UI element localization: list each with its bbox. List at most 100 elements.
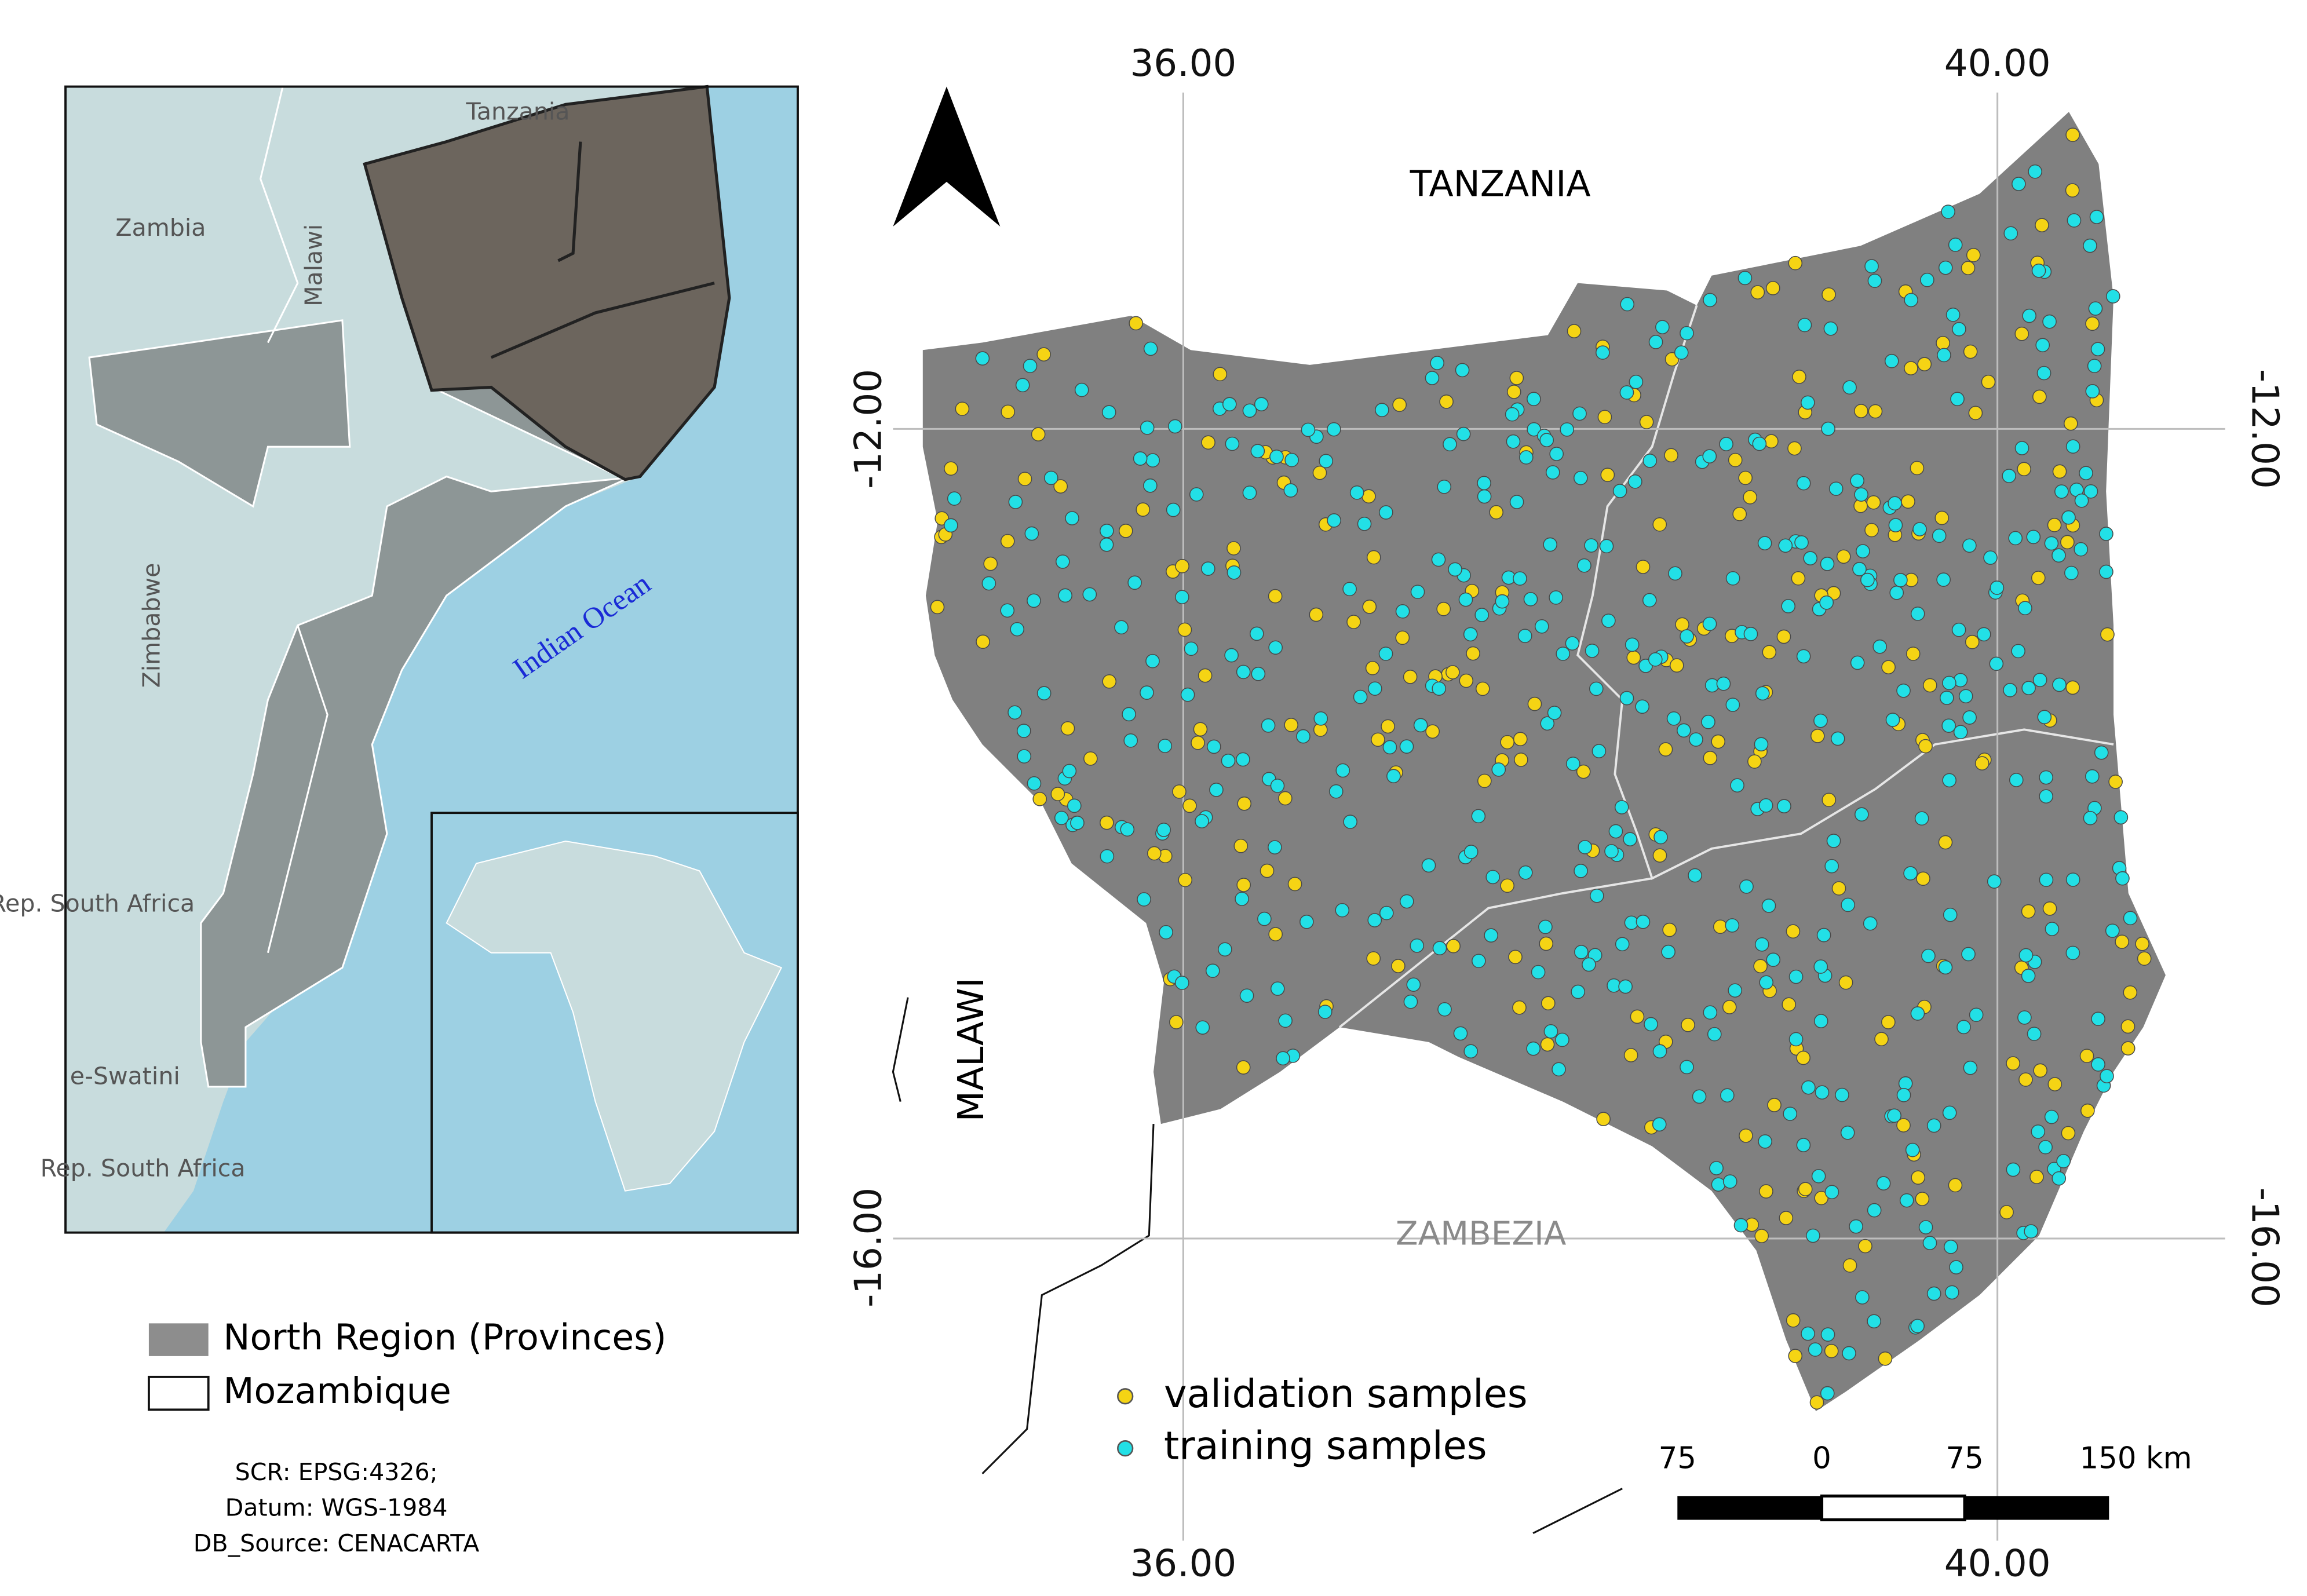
validation-sample <box>1600 468 1615 483</box>
training-sample <box>1759 975 1774 990</box>
training-sample <box>2037 710 2052 725</box>
validation-sample <box>2032 389 2047 404</box>
training-sample <box>1167 419 1182 434</box>
training-sample <box>1648 652 1663 667</box>
validation-sample <box>1236 878 1251 892</box>
training-sample <box>1628 474 1642 489</box>
training-sample <box>2014 441 2029 455</box>
validation-sample <box>1786 924 1801 939</box>
validation-sample <box>1118 524 1133 538</box>
training-sample <box>1506 434 1521 449</box>
training-sample <box>1577 558 1591 573</box>
validation-sample <box>1681 1017 1695 1032</box>
validation-sample <box>2047 518 2062 532</box>
training-sample <box>1027 776 1042 791</box>
training-sample <box>1730 778 1744 792</box>
training-sample <box>1589 681 1604 696</box>
validation-sample <box>1017 472 1032 487</box>
training-sample <box>1653 830 1668 845</box>
training-sample <box>1591 744 1607 758</box>
north-arrow <box>893 86 1001 227</box>
north-region <box>363 85 731 481</box>
inset-frame <box>64 85 799 1234</box>
training-sample <box>1024 526 1039 541</box>
training-sample <box>1484 928 1498 943</box>
training-sample <box>1209 783 1224 797</box>
graticule-label: 40.00 <box>1944 1542 2051 1586</box>
training-sample <box>1236 664 1251 680</box>
validation-sample <box>1182 798 1197 813</box>
training-sample <box>1841 897 1856 912</box>
training-sample <box>1437 1002 1452 1017</box>
validation-sample <box>1791 571 1806 586</box>
training-sample <box>1963 1060 1978 1075</box>
training-sample <box>1485 870 1501 885</box>
validation-sample <box>1753 959 1768 974</box>
training-sample <box>1122 707 1136 722</box>
training-sample <box>1455 363 1470 378</box>
training-sample <box>1127 575 1142 590</box>
validation-sample <box>2065 127 2080 143</box>
validation-sample <box>1198 668 1213 683</box>
training-sample <box>1601 613 1616 628</box>
training-sample <box>1752 436 1767 451</box>
validation-sample <box>1102 674 1117 689</box>
validation-sample <box>2029 1170 2044 1184</box>
graticule-label: 36.00 <box>1130 42 1236 85</box>
validation-sample <box>1237 796 1252 811</box>
validation-sample <box>1169 1015 1184 1029</box>
training-sample <box>1824 859 1839 874</box>
training-sample <box>1200 561 1215 576</box>
training-sample <box>2018 601 2032 616</box>
training-sample <box>1114 620 1129 635</box>
training-sample <box>1189 487 1204 502</box>
training-sample <box>1582 957 1596 972</box>
training-sample <box>1543 537 1557 552</box>
validation-sample <box>2006 1056 2020 1071</box>
training-sample <box>1443 437 1457 452</box>
validation-sample <box>2108 775 2123 789</box>
training-sample <box>1578 839 1593 854</box>
training-sample <box>1860 572 1875 587</box>
training-sample <box>2074 542 2089 557</box>
validation-sample <box>1371 732 1385 747</box>
training-sample <box>1145 653 1160 669</box>
graticule-label: 40.00 <box>1944 42 2051 85</box>
graticule-label: 36.00 <box>1130 1542 1236 1586</box>
training-sample <box>1777 799 1791 813</box>
validation-sample <box>1842 1258 1857 1273</box>
validation-sample <box>1576 764 1591 779</box>
training-sample <box>1261 718 1276 733</box>
training-sample <box>1437 479 1452 494</box>
training-sample <box>1430 356 1444 370</box>
training-sample <box>1016 724 1031 738</box>
validation-sample <box>1500 735 1514 750</box>
validation-sample <box>1226 541 1241 556</box>
legend-swatch <box>147 1375 210 1411</box>
training-sample <box>1701 714 1715 729</box>
validation-sample <box>1916 871 1930 886</box>
training-sample <box>1840 1125 1855 1140</box>
training-sample <box>1826 834 1841 848</box>
validation-sample <box>1100 815 1114 830</box>
training-sample <box>2039 872 2054 888</box>
training-sample <box>1796 1138 1811 1152</box>
validation-sample <box>2017 462 2031 477</box>
training-sample <box>1410 585 1425 600</box>
training-sample <box>2085 384 2100 399</box>
validation-sample <box>1864 523 1879 538</box>
training-sample <box>1509 495 1524 509</box>
training-sample <box>1257 911 1272 926</box>
validation-sample <box>1445 665 1460 680</box>
training-sample <box>1477 489 1492 504</box>
validation-sample <box>2018 1072 2033 1087</box>
training-sample <box>2009 773 2024 787</box>
training-sample <box>1680 1060 1694 1075</box>
training-sample <box>1725 571 1740 586</box>
validation-sample <box>955 401 970 417</box>
validation-sample <box>1787 441 1802 456</box>
training-sample <box>1413 718 1428 733</box>
training-sample <box>2042 314 2057 329</box>
validation-sample <box>1201 435 1215 450</box>
validation-sample <box>1767 1098 1782 1112</box>
